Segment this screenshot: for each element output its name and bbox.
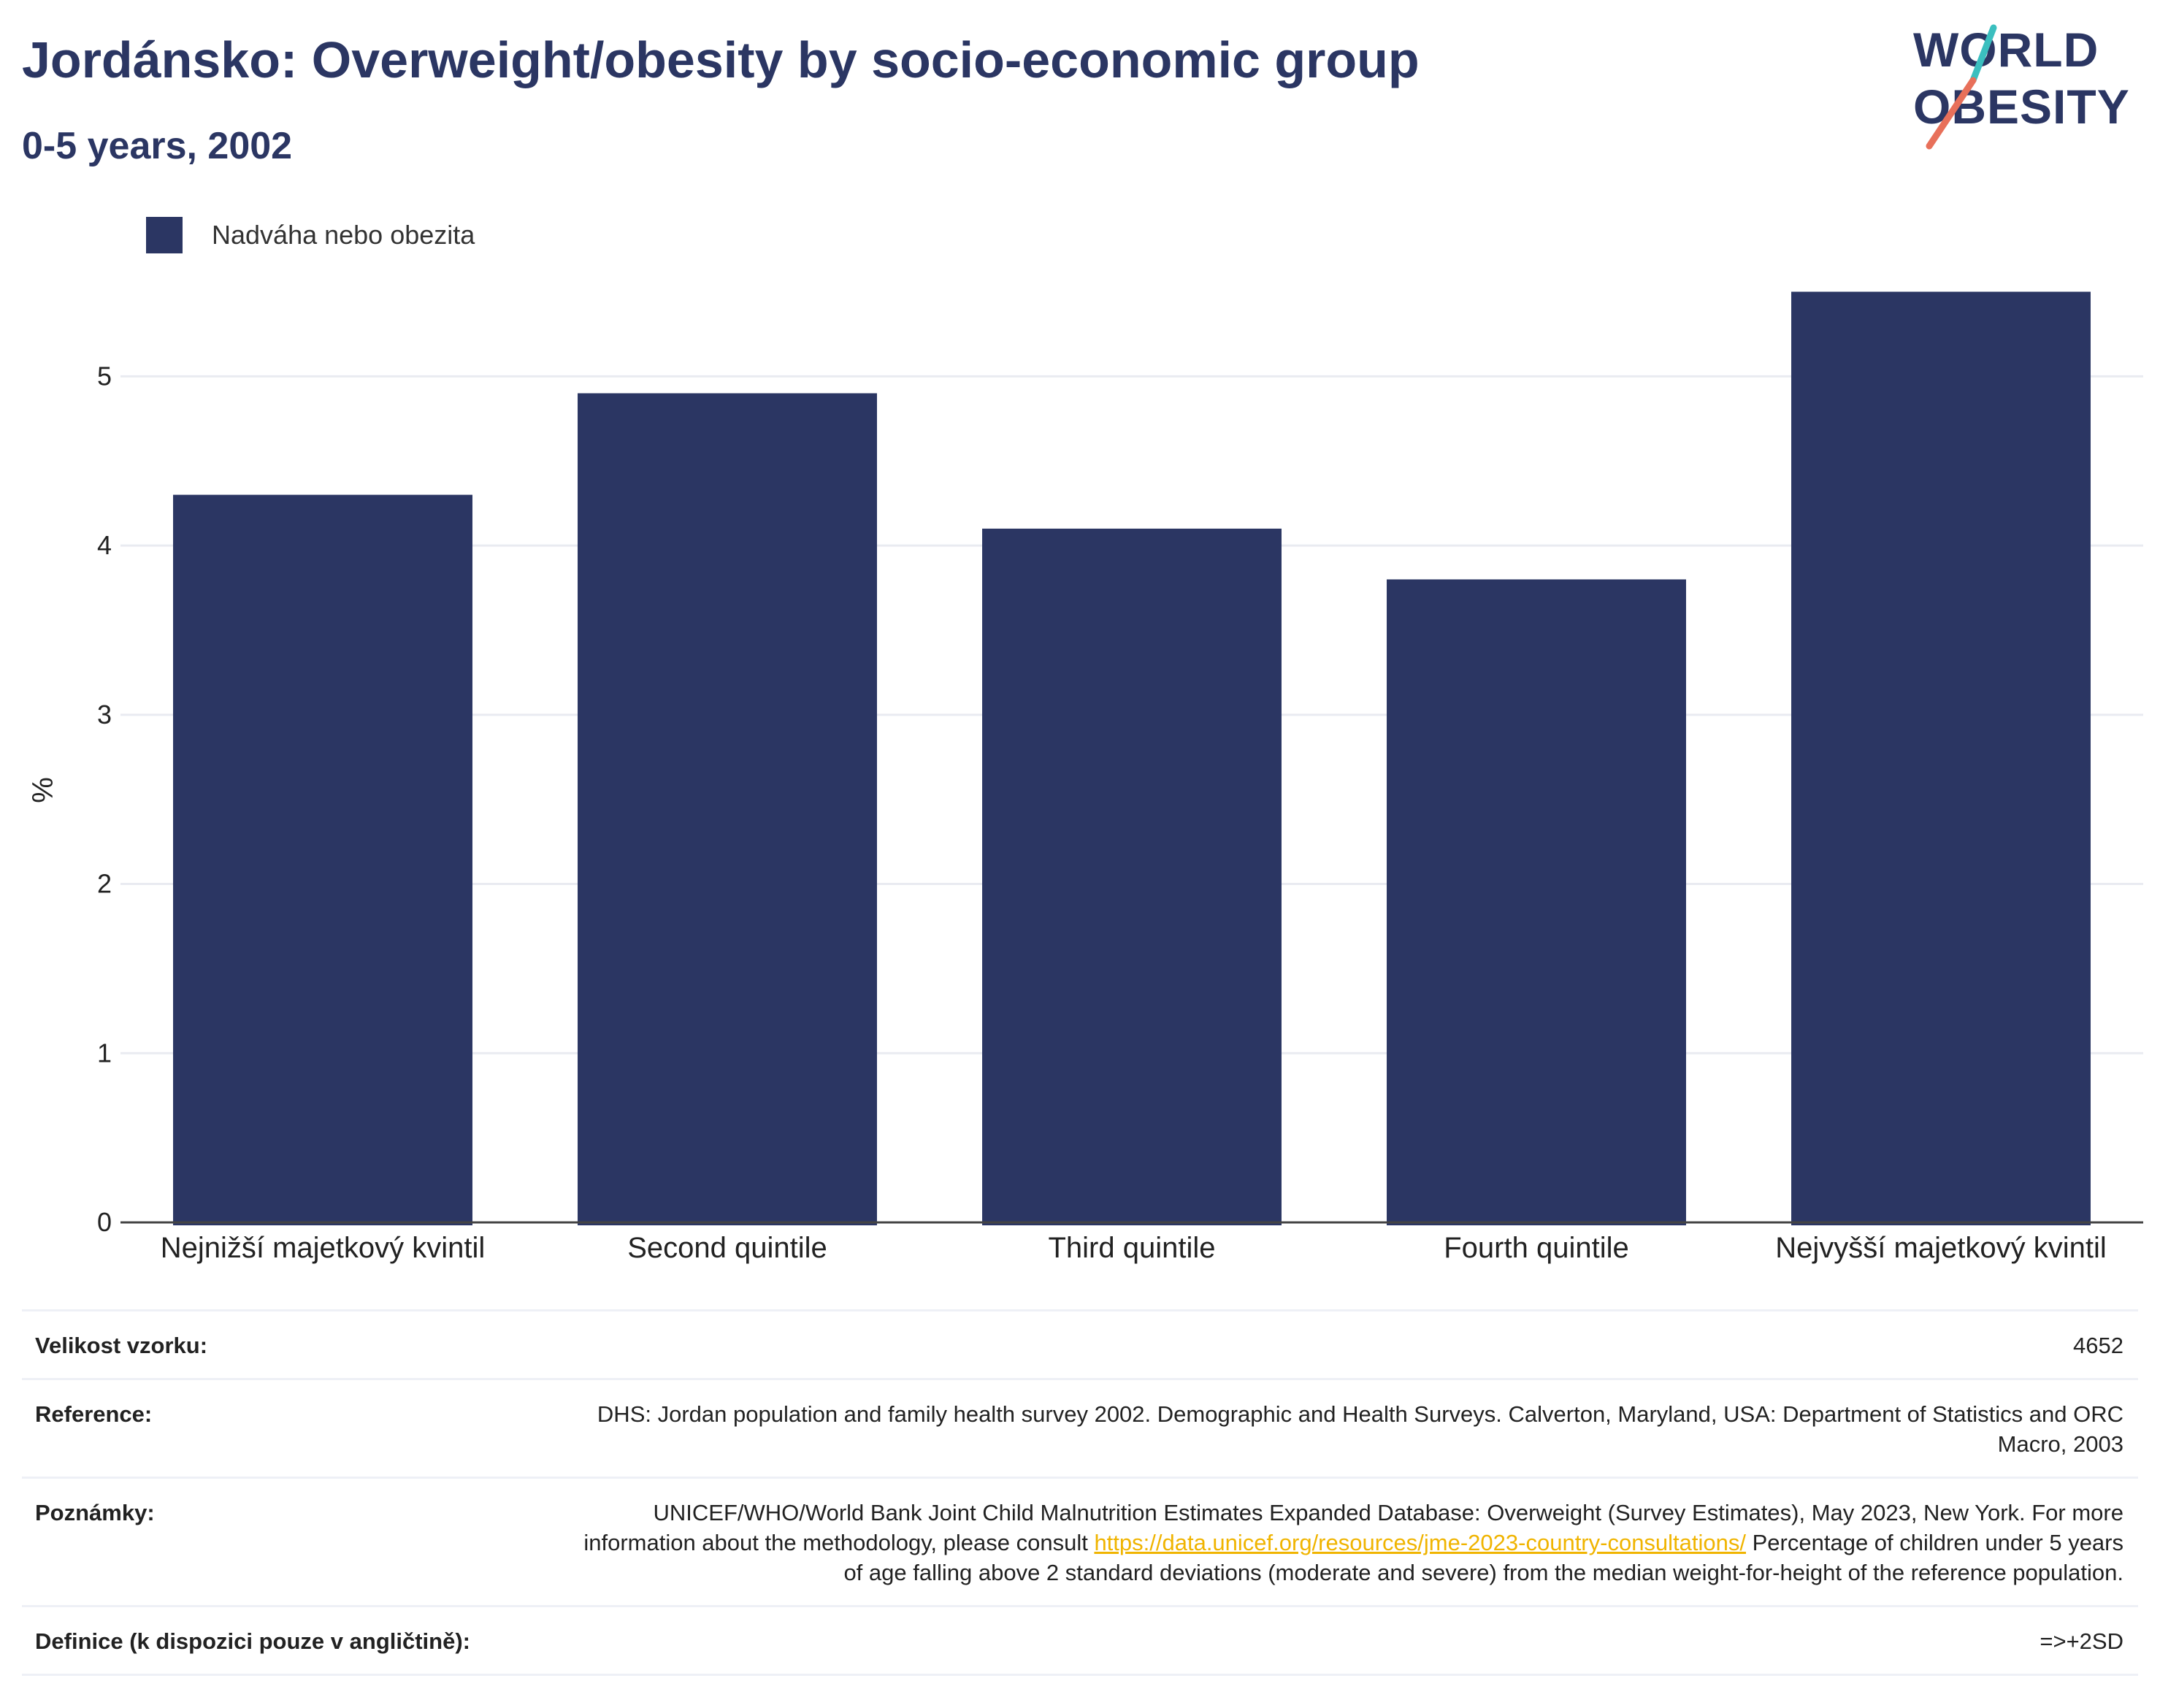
- legend-label: Nadváha nebo obezita: [212, 220, 475, 250]
- logo-line-1: WORLD: [1913, 23, 2099, 77]
- notes-value: UNICEF/WHO/World Bank Joint Child Malnut…: [561, 1478, 2138, 1606]
- notes-text-after: Percentage of children under 5 years of …: [843, 1530, 2123, 1585]
- definition-label: Definice (k dispozici pouze v angličtině…: [35, 1628, 470, 1654]
- page-subtitle: 0-5 years, 2002: [22, 125, 293, 167]
- info-row-definition: Definice (k dispozici pouze v angličtině…: [22, 1606, 2138, 1675]
- y-tick-label: 2: [97, 869, 112, 899]
- reference-label: Reference:: [35, 1401, 153, 1427]
- methodology-link[interactable]: https://data.unicef.org/resources/jme-20…: [1094, 1530, 1747, 1555]
- y-tick-label: 0: [97, 1207, 112, 1237]
- notes-label: Poznámky:: [35, 1500, 155, 1525]
- y-axis-label: %: [27, 777, 59, 803]
- page-title: Jordánsko: Overweight/obesity by socio-e…: [22, 31, 1420, 88]
- logo-line-2: OBESITY: [1913, 80, 2130, 134]
- bar: [1791, 291, 2091, 1226]
- definition-value: =>+2SD: [2040, 1628, 2123, 1654]
- sample-size-label: Velikost vzorku:: [35, 1333, 208, 1358]
- x-tick-label: Second quintile: [627, 1232, 827, 1264]
- chart-legend: Nadváha nebo obezita: [146, 217, 475, 253]
- bar: [173, 494, 472, 1225]
- world-obesity-logo[interactable]: WORLD OBESITY: [1913, 22, 2140, 153]
- y-tick-label: 5: [97, 361, 112, 391]
- bar-chart: 0 1 2 3 4 5% Nejnižší majetkový kvintil Second …: [27, 291, 2143, 1264]
- info-table: Velikost vzorku: 4652 Reference: DHS: Jo…: [22, 1309, 2138, 1676]
- y-tick-label: 3: [97, 700, 112, 729]
- bar: [578, 393, 877, 1225]
- x-tick-label: Nejvyšší majetkový kvintil: [1775, 1232, 2106, 1264]
- x-tick-label: Nejnižší majetkový kvintil: [161, 1232, 486, 1264]
- y-tick-label: 1: [97, 1038, 112, 1068]
- bar: [1387, 579, 1686, 1225]
- info-row-sample-size: Velikost vzorku: 4652: [22, 1310, 2138, 1379]
- y-tick-label: 4: [97, 530, 112, 560]
- logo-slash-icon: [1926, 24, 1997, 150]
- x-tick-label: Third quintile: [1048, 1232, 1215, 1264]
- sample-size-value: 4652: [2073, 1333, 2123, 1358]
- reference-value: DHS: Jordan population and family health…: [597, 1401, 2123, 1457]
- bar: [982, 528, 1282, 1225]
- info-row-reference: Reference: DHS: Jordan population and fa…: [22, 1379, 2138, 1478]
- x-tick-label: Fourth quintile: [1444, 1232, 1628, 1264]
- legend-swatch: [146, 217, 183, 253]
- notes-text-before: UNICEF/WHO/World Bank Joint Child Malnut…: [583, 1500, 2123, 1555]
- info-row-notes: Poznámky: UNICEF/WHO/World Bank Joint Ch…: [22, 1477, 2138, 1606]
